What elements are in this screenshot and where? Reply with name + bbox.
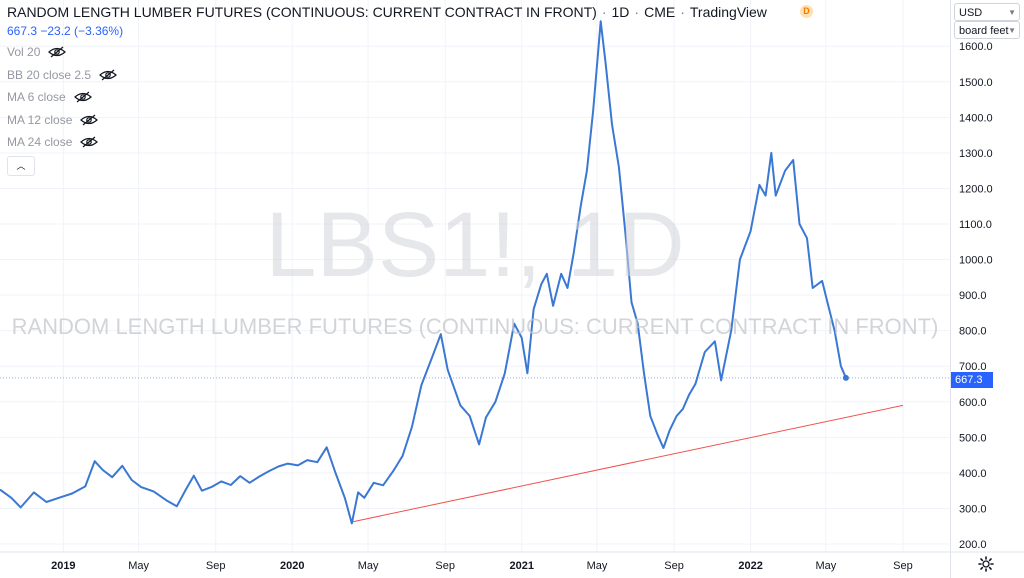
chart-title[interactable]: RANDOM LENGTH LUMBER FUTURES (CONTINUOUS… <box>7 4 767 20</box>
indicator-label: MA 24 close <box>7 135 73 149</box>
indicator-item[interactable]: MA 6 close <box>7 90 92 104</box>
source-label: TradingView <box>689 4 767 20</box>
y-tick-label: 1300.0 <box>959 148 993 160</box>
y-tick-label: 400.0 <box>959 468 987 480</box>
indicator-label: BB 20 close 2.5 <box>7 67 92 82</box>
x-tick-label: Sep <box>893 560 913 572</box>
symbol-watermark: LBS1!, 1D <box>265 194 685 296</box>
indicator-item[interactable]: BB 20 close 2.5 <box>7 68 117 82</box>
x-tick-label: May <box>128 560 149 572</box>
time-axis[interactable]: 2019 May Sep 2020 May Sep 2021 May Sep 2022 May Sep <box>0 551 1024 572</box>
eye-off-icon[interactable] <box>48 46 67 58</box>
indicator-item[interactable]: MA 24 close <box>7 135 99 149</box>
y-tick-label: 600.0 <box>959 397 987 409</box>
description-watermark: RANDOM LENGTH LUMBER FUTURES (CONTINUOUS… <box>11 314 939 339</box>
y-tick-label: 1400.0 <box>959 112 993 124</box>
x-tick-label: May <box>358 560 379 572</box>
eye-off-icon[interactable] <box>80 114 99 126</box>
price-axis[interactable]: 200.0 300.0 400.0 500.0 600.0 700.0 800.0 900.0… <box>959 41 993 551</box>
currency-value: USD <box>959 7 983 19</box>
eye-off-icon[interactable] <box>80 136 99 148</box>
y-tick-label: 1200.0 <box>959 183 993 195</box>
y-tick-label: 500.0 <box>959 432 987 444</box>
interval-label: 1D <box>611 4 630 20</box>
indicator-item[interactable]: Vol 20 <box>7 45 67 59</box>
eye-off-icon[interactable] <box>73 91 92 103</box>
x-tick-label: 2020 <box>280 560 304 572</box>
y-tick-label: 1500.0 <box>959 77 993 89</box>
indicator-item[interactable]: MA 12 close <box>7 112 99 127</box>
price-scale-panel <box>950 0 1024 578</box>
indicator-label: MA 12 close <box>7 112 73 127</box>
delayed-data-badge[interactable]: D <box>800 5 813 18</box>
y-tick-label: 700.0 <box>959 361 987 373</box>
chevron-down-icon: ▼ <box>1008 8 1016 17</box>
grid-lines <box>0 0 950 552</box>
last-price-dot <box>842 374 849 381</box>
y-tick-label: 300.0 <box>959 503 987 515</box>
y-tick-label: 200.0 <box>959 539 987 551</box>
x-tick-label: 2022 <box>738 560 762 572</box>
collapse-indicators-button[interactable]: ︿ <box>7 156 35 176</box>
gear-icon[interactable] <box>978 556 994 572</box>
y-tick-label: 900.0 <box>959 290 987 302</box>
y-tick-label: 1600.0 <box>959 41 993 53</box>
indicator-label: MA 6 close <box>7 90 66 104</box>
y-tick-label: 1100.0 <box>959 219 992 231</box>
unit-select[interactable]: board feet ▼ <box>954 21 1020 39</box>
currency-select[interactable]: USD ▼ <box>954 3 1020 21</box>
chevron-up-icon: ︿ <box>16 161 26 171</box>
trend-line[interactable] <box>351 404 904 523</box>
chevron-down-icon: ▼ <box>1008 26 1016 35</box>
x-tick-label: May <box>815 560 836 572</box>
y-tick-label: 1000.0 <box>959 255 993 267</box>
x-tick-label: Sep <box>664 560 684 572</box>
indicator-label: Vol 20 <box>7 45 41 59</box>
symbol-description: RANDOM LENGTH LUMBER FUTURES (CONTINUOUS… <box>7 4 597 20</box>
x-tick-label: May <box>587 560 608 572</box>
price-change-readout: 667.3 −23.2 (−3.36%) <box>7 24 124 38</box>
x-tick-label: 2019 <box>51 560 75 572</box>
eye-off-icon[interactable] <box>99 69 117 81</box>
x-tick-label: 2021 <box>509 560 533 572</box>
unit-value: board feet <box>959 25 1009 37</box>
current-price-label: 667.3 <box>951 372 993 388</box>
y-tick-label: 800.0 <box>959 326 987 338</box>
price-series-line[interactable] <box>0 20 847 525</box>
x-tick-label: Sep <box>206 560 226 572</box>
x-tick-label: Sep <box>435 560 455 572</box>
exchange-label: CME <box>644 4 676 20</box>
